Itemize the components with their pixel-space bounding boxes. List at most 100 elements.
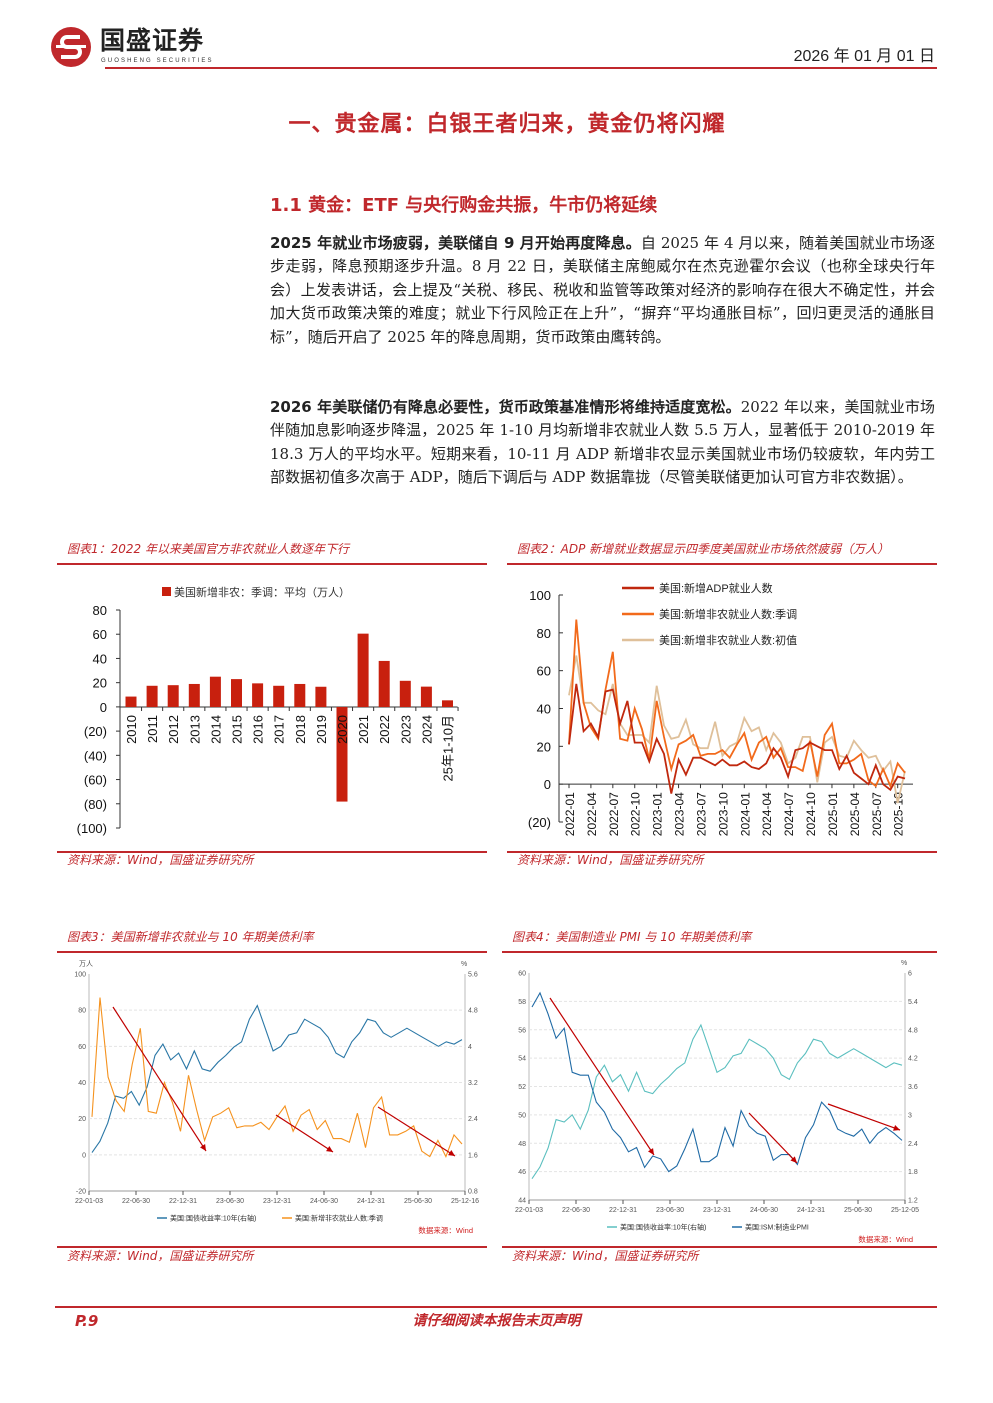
figure-2-source: 资料来源：Wind，国盛证券研究所 [517, 853, 704, 867]
y-tick-label: 0 [100, 700, 107, 715]
trend-arrow [275, 1114, 334, 1153]
bar-2023 [399, 680, 411, 707]
x-tick-label: 2022-07 [607, 792, 621, 836]
x-tick-label: 2022-01 [563, 792, 577, 836]
x-tick-label: 2011 [145, 715, 160, 743]
x-tick-label: 2025-04 [848, 792, 862, 836]
y-tick-label: (80) [84, 797, 107, 812]
y-tick-label: (20) [84, 724, 107, 739]
figure-1-top-rule [57, 563, 487, 565]
x-tick-label: 24-06-30 [310, 1198, 338, 1205]
header-divider [105, 67, 937, 69]
x-tick-label: 23-12-31 [263, 1198, 291, 1205]
paragraph-body: 2022 年以来，美国就业市场伴随加息影响逐步降温，2025 年 1-10 月均… [270, 398, 935, 487]
legend-label: 美国新增非农：季调：平均（万人） [174, 585, 350, 599]
y-tick-label: 60 [93, 627, 107, 642]
trend-arrow-head [200, 1144, 206, 1151]
x-tick-label: 23-06-30 [656, 1207, 684, 1214]
footer-divider [55, 1306, 937, 1308]
paragraph-lead: 2026 年美联储仍有降息必要性，货币政策基准情形将维持适度宽松。 [270, 398, 741, 416]
x-tick-label: 2020 [335, 715, 350, 744]
right-tick-label: 5.4 [908, 999, 918, 1006]
legend-label: 美国:国债收益率:10年(右轴) [170, 1214, 256, 1223]
left-tick-label: 54 [518, 1056, 526, 1063]
figure-4-source: 资料来源：Wind，国盛证券研究所 [512, 1249, 699, 1263]
left-tick-label: -20 [76, 1189, 86, 1196]
x-tick-label: 2012 [166, 715, 181, 744]
x-tick-label: 2022 [377, 715, 392, 744]
paragraph-body: 自 2025 年 4 月以来，随着美国就业市场逐步走弱，降息预期逐步升温。8 月… [270, 234, 935, 346]
x-tick-label: 2024-10 [804, 792, 818, 836]
y-tick-label: 40 [537, 702, 551, 717]
left-tick-label: 58 [518, 999, 526, 1006]
series-line-1 [91, 997, 463, 1158]
left-tick-label: 48 [518, 1141, 526, 1148]
bar-2022 [378, 660, 390, 707]
right-tick-label: 4.2 [908, 1056, 918, 1063]
legend-label: 美国:新增ADP就业人数 [659, 581, 773, 595]
trend-arrow [748, 1112, 798, 1164]
x-tick-label: 22-01-03 [515, 1207, 543, 1214]
x-tick-label: 22-01-03 [75, 1198, 103, 1205]
left-unit: 万人 [79, 960, 93, 968]
figure-3-bottom-rule [57, 1246, 487, 1248]
x-tick-label: 2018 [293, 715, 308, 744]
x-tick-label: 2019 [314, 715, 329, 744]
figure-1-title: 图表1：2022 年以来美国官方非农就业人数逐年下行 [67, 542, 349, 556]
figure-2-title: 图表2：ADP 新增就业数据显示四季度美国就业市场依然疲弱（万人） [517, 542, 890, 556]
x-tick-label: 25-06-30 [844, 1207, 872, 1214]
bar-2018 [294, 683, 306, 707]
x-tick-label: 23-06-30 [216, 1198, 244, 1205]
trend-arrow-head [448, 1150, 455, 1156]
figure-1-source: 资料来源：Wind，国盛证券研究所 [67, 853, 254, 867]
data-source-note: 数据来源：Wind [858, 1234, 913, 1244]
x-tick-label: 2022-10 [629, 792, 643, 836]
figure-4-chart: 60 6 58 5.4 56 4.8 54 4.2 52 3.6 50 3 48 2.4 46 1.8 44 1.… [515, 960, 919, 1244]
x-tick-label: 2023-10 [716, 792, 730, 836]
y-tick-label: (20) [528, 815, 551, 830]
bar-2019 [315, 686, 327, 707]
x-tick-label: 22-12-31 [609, 1207, 637, 1214]
bar-2015 [231, 679, 242, 707]
guosheng-logo-icon [51, 27, 91, 67]
left-tick-label: 60 [518, 971, 526, 978]
legend-label: 美国:新增非农就业人数:季调 [295, 1214, 383, 1223]
x-tick-label: 2022-04 [585, 792, 599, 836]
bar-2020 [336, 707, 348, 802]
data-source-note: 数据来源：Wind [418, 1225, 473, 1235]
left-tick-label: 100 [74, 972, 86, 979]
y-tick-label: (40) [84, 748, 107, 763]
right-tick-label: 2.4 [468, 1116, 478, 1123]
x-tick-label: 2024-04 [760, 792, 774, 836]
y-tick-label: 80 [93, 603, 107, 618]
x-tick-label: 2014 [208, 715, 223, 744]
right-tick-label: 3.2 [468, 1080, 478, 1087]
right-tick-label: 0.8 [468, 1189, 478, 1196]
legend-label: 美国:新增非农就业人数:季调 [659, 607, 797, 621]
left-tick-label: 56 [518, 1027, 526, 1034]
left-tick-label: 80 [78, 1008, 86, 1015]
left-tick-label: 0 [82, 1152, 86, 1159]
left-tick-label: 46 [518, 1169, 526, 1176]
right-tick-label: 1.8 [908, 1169, 918, 1176]
trend-arrow-head [790, 1156, 797, 1163]
y-tick-label: 60 [537, 664, 551, 679]
legend-swatch [162, 587, 171, 596]
chapter-title: 一、贵金属：白银王者归来，黄金仍将闪耀 [288, 111, 726, 137]
y-tick-label: 100 [529, 588, 551, 603]
x-tick-label: 23-12-31 [703, 1207, 731, 1214]
x-tick-label: 25-12-05 [891, 1207, 919, 1214]
paragraph-1: 2025 年就业市场疲弱，美联储自 9 月开始再度降息。自 2025 年 4 月… [270, 232, 935, 349]
paragraph-2: 2026 年美联储仍有降息必要性，货币政策基准情形将维持适度宽松。2022 年以… [270, 396, 935, 490]
legend-label: 美国:新增非农就业人数:初值 [659, 633, 797, 647]
x-tick-label: 2023 [398, 715, 413, 744]
trend-arrow [549, 997, 655, 1156]
figure-2-chart: 100 80 60 40 20 0 (20) 2022-01 2022-04 2022-07 202… [528, 581, 913, 836]
figure-2-bottom-rule [507, 851, 937, 853]
x-tick-label: 2017 [272, 715, 287, 744]
x-tick-label: 2015 [230, 715, 245, 744]
y-tick-label: 20 [93, 676, 107, 691]
right-tick-label: 1.6 [468, 1152, 478, 1159]
right-tick-label: 2.4 [908, 1141, 918, 1148]
logo-subtitle: GUOSHENG SECURITIES [101, 58, 214, 64]
